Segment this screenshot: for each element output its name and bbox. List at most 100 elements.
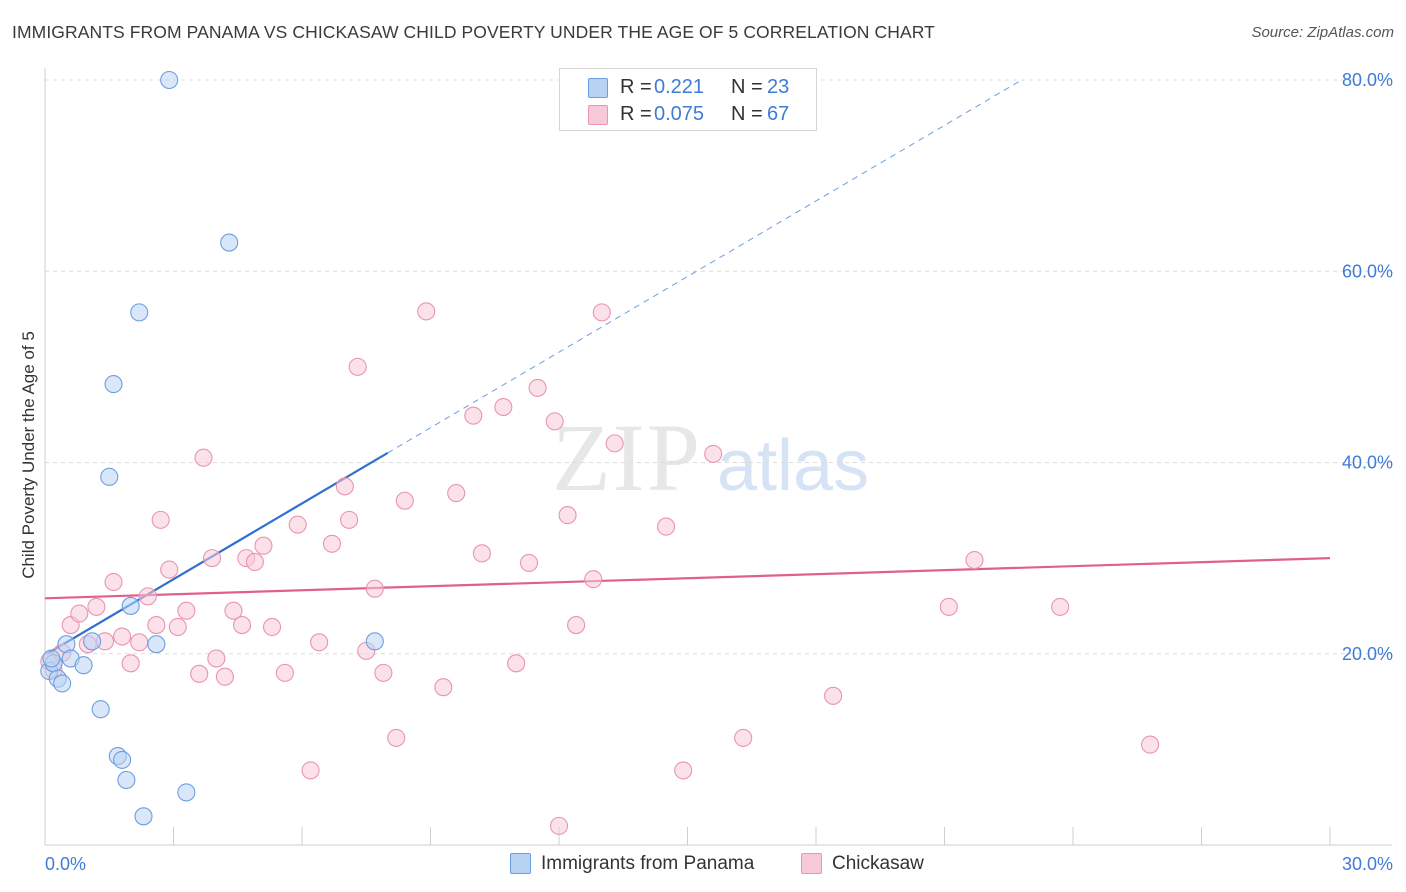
data-point-chickasaw	[177, 601, 196, 620]
data-point-chickasaw	[151, 510, 170, 529]
data-point-chickasaw	[275, 663, 294, 682]
trend-line-chickasaw	[44, 557, 1331, 600]
data-point-chickasaw	[657, 517, 676, 536]
watermark-atlas: atlas	[717, 426, 870, 506]
data-point-panama	[130, 303, 149, 322]
data-point-chickasaw	[348, 357, 367, 376]
legend-n-value: 23	[767, 76, 790, 98]
data-point-panama	[53, 674, 72, 693]
data-point-panama	[104, 375, 123, 394]
data-point-chickasaw	[288, 515, 307, 534]
y-axis-label: Child Poverty Under the Age of 5	[19, 331, 38, 579]
legend-row-panama: R = 0.221 N = 23	[560, 73, 816, 99]
data-point-chickasaw	[104, 572, 123, 592]
bottom-legend-label-chickasaw: Chickasaw	[832, 853, 924, 874]
data-point-chickasaw	[592, 303, 611, 322]
data-point-chickasaw	[939, 597, 958, 616]
bottom-legend-swatch-chickasaw	[801, 853, 822, 874]
legend-r-value: 0.075	[654, 103, 705, 125]
data-point-chickasaw	[365, 579, 384, 598]
y-tick-label: 20.0%	[1342, 644, 1393, 664]
data-point-chickasaw	[121, 654, 140, 673]
data-point-chickasaw	[374, 663, 393, 682]
data-point-chickasaw	[704, 444, 723, 463]
data-point-chickasaw	[584, 570, 603, 589]
data-point-chickasaw	[1051, 597, 1070, 616]
data-point-chickasaw	[335, 477, 354, 496]
data-point-chickasaw	[447, 484, 466, 503]
data-point-panama	[74, 656, 93, 675]
chart-source: Source: ZipAtlas.com	[1251, 24, 1394, 41]
data-point-chickasaw	[301, 761, 320, 780]
data-point-panama	[177, 783, 196, 802]
data-point-chickasaw	[605, 434, 624, 453]
data-point-panama	[83, 632, 102, 651]
data-point-chickasaw	[262, 617, 282, 637]
data-point-chickasaw	[387, 728, 406, 747]
data-point-panama	[100, 467, 119, 486]
legend-swatch-chickasaw	[588, 105, 608, 125]
data-point-chickasaw	[965, 550, 984, 570]
data-point-chickasaw	[232, 616, 252, 635]
data-point-chickasaw	[395, 491, 414, 510]
data-point-chickasaw	[1141, 735, 1160, 754]
gridlines	[45, 79, 1392, 655]
data-point-chickasaw	[207, 649, 226, 668]
data-point-chickasaw	[147, 616, 166, 635]
data-point-chickasaw	[70, 604, 89, 623]
data-point-chickasaw	[494, 397, 513, 417]
data-point-chickasaw	[87, 597, 106, 616]
data-point-chickasaw	[160, 560, 179, 579]
trend-lines	[44, 79, 1331, 655]
legend-swatch-panama	[588, 78, 608, 98]
data-point-chickasaw	[545, 412, 564, 431]
data-point-chickasaw	[194, 448, 213, 467]
data-point-panama	[113, 750, 132, 769]
legend-n-label: N =	[731, 103, 763, 125]
legend-r-value: 0.221	[654, 76, 705, 98]
data-point-chickasaw	[558, 506, 577, 525]
data-point-panama	[220, 233, 239, 252]
data-points	[40, 70, 1160, 835]
data-point-chickasaw	[203, 549, 222, 568]
data-point-chickasaw	[245, 552, 264, 572]
data-point-chickasaw	[215, 667, 234, 686]
data-point-chickasaw	[340, 510, 359, 529]
data-point-chickasaw	[734, 728, 753, 747]
chart-title: IMMIGRANTS FROM PANAMA VS CHICKASAW CHIL…	[12, 22, 935, 42]
x-tick-label: 30.0%	[1342, 854, 1393, 874]
data-point-panama	[134, 807, 153, 826]
data-point-panama	[365, 632, 384, 651]
legend-r-label: R =	[620, 103, 652, 125]
y-tick-label: 80.0%	[1342, 70, 1393, 90]
data-point-chickasaw	[549, 816, 569, 835]
data-point-chickasaw	[417, 302, 436, 321]
data-point-chickasaw	[519, 553, 539, 572]
legend-n-label: N =	[731, 76, 763, 98]
data-point-panama	[42, 649, 61, 668]
watermark-zip: ZIP	[552, 404, 702, 511]
axes	[44, 68, 1392, 846]
legend-r-label: R =	[620, 76, 652, 98]
data-point-chickasaw	[674, 761, 693, 780]
data-point-chickasaw	[507, 654, 526, 673]
x-tick-label: 0.0%	[45, 854, 86, 874]
data-point-chickasaw	[190, 664, 209, 683]
bottom-legend-label-panama: Immigrants from Panama	[541, 853, 755, 874]
data-point-panama	[117, 770, 136, 790]
data-point-chickasaw	[254, 536, 273, 555]
data-point-chickasaw	[567, 616, 586, 635]
data-point-chickasaw	[130, 633, 149, 652]
data-point-panama	[91, 700, 110, 719]
data-point-panama	[160, 70, 179, 90]
legend-n-value: 67	[767, 103, 790, 125]
data-point-chickasaw	[472, 544, 491, 563]
data-point-chickasaw	[824, 686, 843, 705]
data-point-chickasaw	[434, 678, 453, 697]
data-point-chickasaw	[310, 633, 329, 652]
data-point-panama	[121, 596, 140, 615]
y-tick-label: 60.0%	[1342, 261, 1393, 281]
tick-labels: 20.0% 40.0% 60.0% 80.0% 0.0% 30.0%	[45, 70, 1393, 874]
data-point-panama	[147, 635, 166, 654]
